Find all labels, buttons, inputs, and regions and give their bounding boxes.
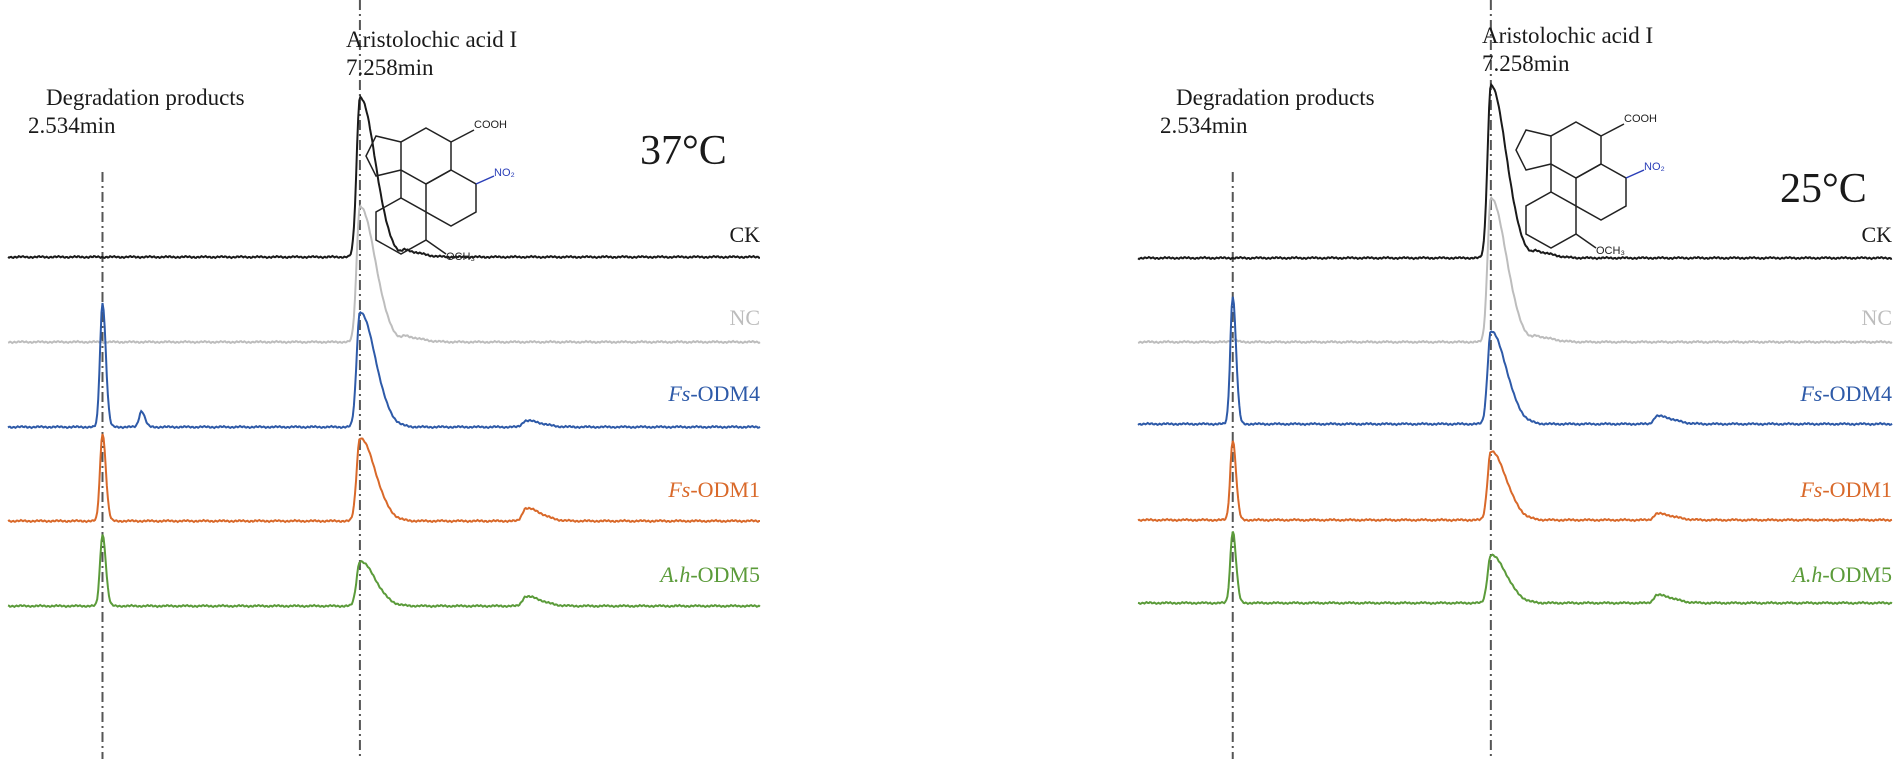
trace-label-strain: CK xyxy=(729,222,760,247)
trace-label-nc: NC xyxy=(1861,305,1892,331)
trace-label-species: A.h xyxy=(660,562,691,587)
trace-ck xyxy=(1137,82,1893,261)
trace-label-strain: -ODM1 xyxy=(1822,477,1892,502)
trace-label-strain: -ODM4 xyxy=(690,381,760,406)
temperature-label: 37°C xyxy=(640,128,727,174)
annotation-acid-name: Aristolochic acid I xyxy=(1482,23,1654,48)
aristolochic-acid-structure: COOH NO₂ OCH₃ xyxy=(1515,113,1665,257)
trace-label-strain: NC xyxy=(1861,305,1892,330)
traces-group xyxy=(1137,0,1893,759)
temperature-label: 25°C xyxy=(1780,166,1867,212)
chromatogram-plot-25c: COOH NO₂ OCH₃ xyxy=(1137,0,1893,759)
trace-label-ck: CK xyxy=(1861,222,1892,248)
annotation-acid-time: 7.258min xyxy=(346,55,434,80)
trace-ck xyxy=(7,94,760,260)
trace-label-nc: NC xyxy=(729,305,760,331)
annotation-acid-time: 7.258min xyxy=(1482,51,1570,76)
trace-a-h-odm5 xyxy=(1137,531,1893,606)
chromatogram-plot-37c: COOH NO₂ OCH₃ xyxy=(7,0,761,759)
annotation-acid-name: Aristolochic acid I xyxy=(346,27,518,52)
trace-label-species: Fs xyxy=(1800,477,1823,502)
trace-nc xyxy=(7,204,761,345)
och3-label: OCH₃ xyxy=(446,251,475,263)
trace-nc xyxy=(1137,195,1893,345)
trace-fs-odm4 xyxy=(1137,296,1893,427)
no2-label: NO₂ xyxy=(494,167,515,179)
chromatogram-panel-37c: COOH NO₂ OCH₃ Degradation products 2.534… xyxy=(0,0,780,759)
trace-label-species: Fs xyxy=(668,477,691,502)
och3-label: OCH₃ xyxy=(1596,245,1625,257)
annotation-degradation-time: 2.534min xyxy=(1160,113,1248,138)
cooh-label: COOH xyxy=(1624,113,1657,125)
trace-label-strain: -ODM5 xyxy=(1822,562,1892,587)
trace-label-fs-odm1: Fs-ODM1 xyxy=(668,477,760,503)
trace-label-strain: -ODM1 xyxy=(690,477,760,502)
trace-label-fs-odm1: Fs-ODM1 xyxy=(1800,477,1892,503)
trace-label-strain: CK xyxy=(1861,222,1892,247)
trace-fs-odm1 xyxy=(7,433,760,524)
annotation-degradation-time: 2.534min xyxy=(28,113,116,138)
annotation-degradation-name: Degradation products xyxy=(1176,85,1375,110)
trace-label-ck: CK xyxy=(729,222,760,248)
aristolochic-acid-structure: COOH NO₂ OCH₃ xyxy=(365,119,515,263)
trace-a-h-odm5 xyxy=(7,534,761,609)
trace-fs-odm1 xyxy=(1137,440,1893,523)
cooh-label: COOH xyxy=(474,119,507,131)
trace-label-species: Fs xyxy=(1800,381,1823,406)
trace-label-a-h-odm5: A.h-ODM5 xyxy=(660,562,760,588)
trace-label-fs-odm4: Fs-ODM4 xyxy=(668,381,760,407)
no2-label: NO₂ xyxy=(1644,161,1665,173)
trace-label-fs-odm4: Fs-ODM4 xyxy=(1800,381,1892,407)
annotation-degradation-name: Degradation products xyxy=(46,85,245,110)
trace-label-species: Fs xyxy=(668,381,691,406)
trace-label-strain: -ODM4 xyxy=(1822,381,1892,406)
trace-label-a-h-odm5: A.h-ODM5 xyxy=(1792,562,1892,588)
chromatogram-panel-25c: COOH NO₂ OCH₃ Degradation products 2.534… xyxy=(1130,0,1902,759)
trace-fs-odm4 xyxy=(7,302,761,430)
traces-group xyxy=(7,0,761,759)
trace-label-species: A.h xyxy=(1792,562,1823,587)
trace-label-strain: -ODM5 xyxy=(690,562,760,587)
trace-label-strain: NC xyxy=(729,305,760,330)
